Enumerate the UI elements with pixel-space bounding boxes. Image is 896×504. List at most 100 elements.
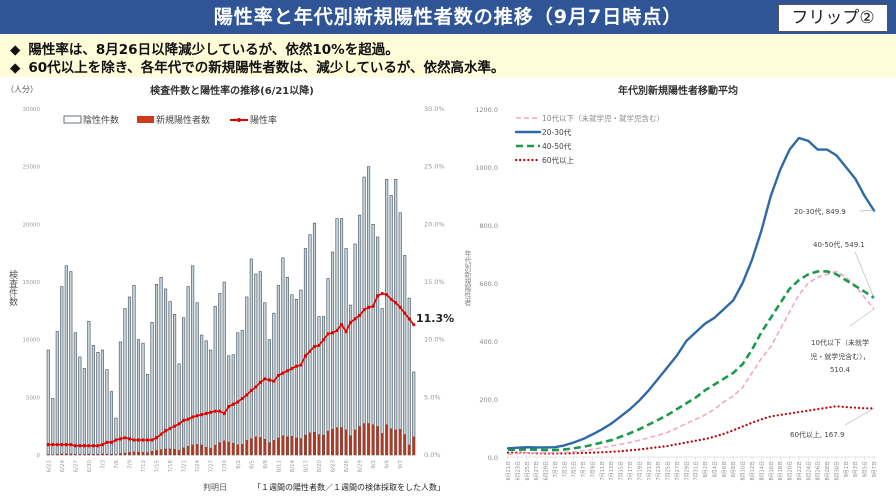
tests-positivity-chart: （人分） 検査件数と陽性率の推移(6/21以降) 陰性件数 新規陽性者数 陽性率… — [6, 84, 454, 492]
rate-point — [209, 410, 213, 414]
positive-bar — [250, 438, 253, 455]
rate-point — [362, 308, 366, 312]
negative-bar — [272, 312, 276, 456]
positive-bar — [380, 433, 384, 455]
x-tick-label: 8/20 — [317, 460, 323, 473]
chart-legend: 陰性件数 新規陽性者数 陽性率 — [63, 114, 277, 126]
rate-point — [82, 444, 86, 448]
rate-point — [357, 313, 362, 318]
y-tick-label: 25000 — [23, 165, 41, 171]
x-tick-label: 8/17 — [303, 460, 309, 473]
rate-annotation: 11.3% — [416, 312, 454, 325]
rate-point — [398, 305, 402, 309]
positive-bar — [222, 440, 226, 455]
x-tick-label: 7/30 — [222, 460, 228, 473]
negative-bar — [114, 417, 118, 456]
y-tick-label: 5000 — [26, 395, 40, 401]
positive-bar — [412, 436, 415, 455]
rate-point — [240, 396, 244, 401]
x-tick-label: 7月5日 — [572, 461, 578, 477]
negative-bar — [389, 195, 393, 456]
rate-point — [51, 443, 55, 447]
x-tick-label: 7月31日 — [694, 461, 700, 481]
rate-point — [330, 331, 335, 335]
rate-point — [195, 414, 199, 418]
x-tick-label: 8月10日 — [741, 461, 747, 481]
rate-point — [55, 443, 59, 447]
rate-point — [96, 444, 100, 448]
negative-bar — [55, 331, 59, 456]
negative-bar — [51, 398, 55, 456]
rate-point — [186, 417, 190, 421]
flip-label: フリップ② — [778, 4, 888, 32]
positive-bar — [367, 423, 370, 455]
negative-bar — [213, 305, 217, 456]
x-tick-label: 8月4日 — [712, 461, 718, 477]
rate-point — [254, 385, 258, 389]
positive-bar — [340, 427, 343, 455]
negative-bar — [267, 339, 271, 456]
negative-bar — [294, 299, 298, 456]
positivity-rate-line — [48, 292, 415, 447]
negative-bar — [100, 349, 104, 456]
rate-point — [389, 297, 393, 301]
negative-bar — [64, 265, 68, 456]
negative-bar — [132, 285, 136, 456]
rate-point — [136, 438, 141, 442]
y-axis-label: 年代別新規陽性者 — [464, 249, 472, 307]
end-label-10s-line3: 510.4 — [830, 366, 851, 374]
rate-point — [335, 328, 339, 333]
end-label-20-30: 20-30代, 849.9 — [794, 207, 846, 216]
x-tick-label: 7/18 — [168, 460, 174, 473]
x-tick-label: 7月29日 — [684, 461, 690, 481]
rate-point — [348, 320, 353, 324]
negative-bar — [308, 234, 312, 456]
positive-bar — [394, 429, 397, 455]
x-tick-label: 6月29日 — [544, 461, 550, 481]
negative-bar — [376, 236, 380, 456]
x-tick-label: 6/30 — [87, 460, 93, 473]
title-bar — [0, 0, 896, 34]
positive-bar — [105, 453, 109, 455]
negative-bar — [385, 179, 389, 456]
positive-bar — [389, 428, 393, 455]
x-tick-label: 8月8日 — [731, 461, 737, 477]
rate-point — [272, 379, 276, 383]
negative-bar — [240, 330, 244, 456]
x-tick-label: 8月14日 — [759, 461, 765, 481]
rate-point — [321, 338, 326, 342]
rate-point — [339, 323, 344, 327]
positive-bar — [398, 429, 402, 455]
x-tick-label: 8月28日 — [825, 461, 831, 481]
positive-bar — [304, 434, 307, 455]
negative-bar — [141, 342, 145, 456]
rate-point — [412, 323, 416, 327]
x-tick-label: 9/7 — [398, 460, 404, 469]
positive-bar — [141, 452, 145, 455]
x-tick-label: 7月27日 — [675, 461, 681, 481]
x-tick-label: 8月24日 — [806, 461, 812, 481]
y-tick-label: 600.0 — [479, 280, 498, 288]
x-tick-label: 9/4 — [385, 460, 391, 469]
y-tick-label: 400.0 — [479, 338, 498, 346]
rate-point — [118, 437, 123, 441]
legend-label-rate: 陽性率 — [250, 114, 277, 126]
y-tick-label: 0.0 — [488, 454, 498, 462]
negative-bar — [335, 218, 339, 456]
negative-bar — [96, 352, 100, 456]
rate-point — [263, 377, 267, 381]
negative-bar — [236, 332, 240, 456]
positive-bar — [150, 450, 154, 455]
positive-bar — [376, 426, 379, 455]
x-tick-label: 7月17日 — [628, 461, 634, 481]
positive-bar — [83, 454, 86, 455]
rate-point — [376, 294, 380, 298]
x-tick-label: 7月1日 — [553, 461, 559, 477]
x-tick-label: 8月2日 — [703, 461, 709, 477]
negative-bar — [91, 345, 95, 456]
x-tick-label: 7月11日 — [600, 461, 606, 481]
negative-bar — [362, 176, 366, 456]
rate-point — [141, 438, 145, 442]
positive-bar — [191, 444, 194, 455]
rate-point — [182, 418, 186, 422]
